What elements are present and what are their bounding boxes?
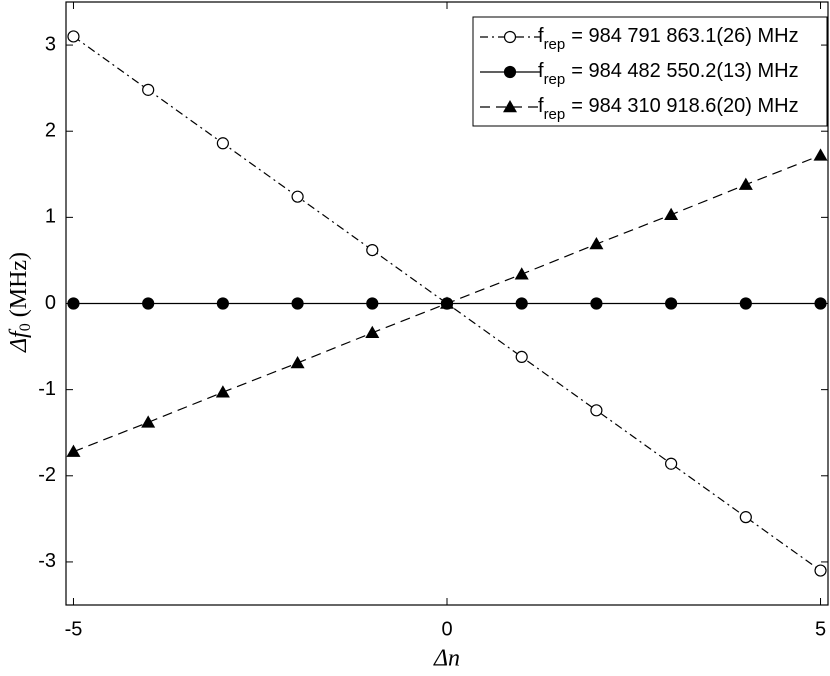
marker <box>67 30 80 43</box>
marker <box>503 100 517 113</box>
legend-label: frep = 984 482 550.2(13) MHz <box>538 60 799 88</box>
y-tick-label: 0 <box>45 292 56 314</box>
y-tick-label: 1 <box>45 206 56 228</box>
y-tick-label: 2 <box>45 119 56 141</box>
y-label-rest: (MHz) <box>6 252 32 317</box>
marker <box>66 444 81 457</box>
marker <box>290 355 305 369</box>
marker <box>440 296 454 309</box>
marker <box>589 237 604 250</box>
legend-symbol: f <box>538 60 544 82</box>
y-tick-label: -2 <box>38 464 56 486</box>
legend-sub: rep <box>544 71 566 88</box>
marker <box>590 404 603 417</box>
legend-symbol: f <box>538 25 544 47</box>
marker <box>515 297 528 310</box>
y-tick-label: -3 <box>38 550 56 572</box>
x-axis-label: Δn <box>433 646 460 672</box>
marker <box>813 148 828 161</box>
marker <box>215 385 230 398</box>
marker <box>291 190 304 203</box>
marker <box>515 350 528 364</box>
legend-label: frep = 984 310 918.6(20) MHz <box>538 95 799 123</box>
legend-sub: rep <box>544 36 566 53</box>
marker <box>665 457 678 470</box>
marker <box>142 297 155 310</box>
legend-rest: = 984 791 863.1(26) MHz <box>571 25 798 47</box>
marker <box>503 30 517 44</box>
marker <box>814 297 827 310</box>
marker <box>366 243 379 257</box>
legend-sub: rep <box>544 106 566 123</box>
marker <box>664 207 679 221</box>
legend-rest: = 984 482 550.2(13) MHz <box>571 60 798 82</box>
y-tick-label: 3 <box>45 33 56 55</box>
y-label-sub: 0 <box>17 323 34 331</box>
marker <box>514 267 529 280</box>
legend-label: frep = 984 791 863.1(26) MHz <box>538 25 799 53</box>
x-tick-label: -5 <box>65 618 83 640</box>
y-label-main: Δf <box>6 328 32 353</box>
marker <box>590 297 603 310</box>
marker <box>366 297 379 310</box>
marker <box>216 137 229 150</box>
x-tick-label: 0 <box>441 618 452 640</box>
marker <box>739 511 752 524</box>
marker <box>738 177 753 190</box>
marker <box>67 297 80 310</box>
marker <box>141 415 156 428</box>
legend-rest: = 984 310 918.6(20) MHz <box>571 95 798 117</box>
marker <box>142 83 155 96</box>
y-tick-label: -1 <box>38 378 56 400</box>
marker <box>739 297 752 310</box>
marker <box>814 564 827 577</box>
marker <box>216 297 229 310</box>
y-axis-label: Δf0 (MHz) <box>6 252 34 353</box>
marker <box>503 65 517 79</box>
marker <box>665 297 678 310</box>
x-tick-label: 5 <box>815 618 826 640</box>
marker <box>365 325 380 339</box>
legend-symbol: f <box>538 95 544 117</box>
marker <box>291 297 304 310</box>
